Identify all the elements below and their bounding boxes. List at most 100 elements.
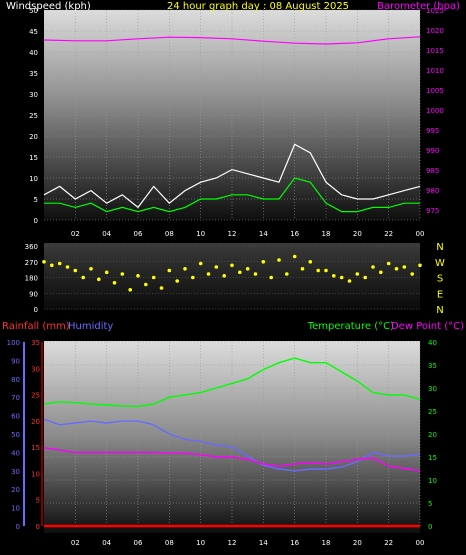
tick-label: 5 (428, 500, 432, 508)
wind-direction-point (332, 274, 336, 278)
tick-label: 14 (259, 539, 268, 547)
wind-direction-point (183, 267, 187, 271)
temperature-panel-series (43, 357, 421, 528)
wind-direction-point (371, 265, 375, 269)
wind-time-axis: 02 04 06 08 10 12 14 16 18 20 22 00 (71, 230, 425, 238)
wind-direction-point (292, 254, 297, 259)
tick-label: 90 (29, 290, 38, 298)
series-line (43, 36, 421, 45)
tick-label: 16 (290, 230, 299, 238)
compass-label: S (437, 274, 443, 285)
series-line (43, 143, 421, 209)
tick-label: 990 (426, 147, 439, 155)
wind-direction-point (175, 279, 179, 283)
wind-direction-point (89, 267, 93, 271)
tick-label: 25 (29, 112, 38, 120)
tick-label: 15 (31, 444, 40, 452)
compass-label: W (435, 258, 445, 269)
wind-direction-point (112, 281, 117, 285)
tick-label: 16 (290, 539, 299, 547)
tick-label: 80 (11, 376, 20, 384)
tick-label: 50 (29, 7, 38, 15)
tick-label: 10 (11, 505, 20, 513)
temperature-axis-title: Temperature (°C) (307, 321, 394, 332)
temperature-axis: 0 5 10 15 20 25 30 35 40 (428, 339, 437, 531)
wind-direction-point (261, 260, 266, 264)
compass-label: N (436, 305, 443, 316)
tick-label: 25 (31, 392, 40, 400)
tick-label: 20 (353, 539, 362, 547)
tick-label: 35 (428, 362, 437, 370)
humidity-axis-title: Humidity (68, 321, 113, 332)
dewpoint-axis-title: Dew Point (°C) (391, 321, 464, 332)
wind-direction-point (269, 275, 274, 280)
barometer-axis-title: Barometer (hpa) (377, 1, 460, 12)
tick-label: 04 (102, 230, 111, 238)
tick-label: 00 (416, 539, 425, 547)
wind-direction-point (285, 272, 289, 276)
wind-direction-point (50, 263, 54, 268)
wind-direction-point (300, 267, 305, 271)
tick-label: 08 (165, 539, 174, 547)
tick-label: 0 (34, 217, 38, 225)
wind-direction-point (238, 270, 242, 275)
wind-direction-series (42, 254, 422, 292)
wind-direction-point (230, 263, 234, 268)
tick-label: 20 (31, 418, 40, 426)
humidity-axis: 0 10 20 30 40 50 60 70 80 90 100 (7, 339, 25, 531)
temperature-panel-grid (44, 341, 421, 527)
tick-label: 40 (428, 339, 437, 347)
tick-label: 04 (102, 539, 111, 547)
wind-direction-point (81, 275, 85, 280)
tick-label: 30 (428, 385, 437, 393)
rainfall-axis-title: Rainfall (mm) (2, 321, 70, 332)
tick-label: 975 (426, 207, 439, 215)
wind-direction-point (104, 270, 109, 275)
tick-label: 1025 (426, 7, 444, 15)
tick-label: 20 (428, 431, 437, 439)
wind-direction-point (159, 286, 164, 290)
wind-direction-point (308, 260, 313, 264)
tick-label: 985 (426, 167, 439, 175)
series-line (43, 357, 421, 408)
wind-direction-point (277, 258, 281, 262)
tick-label: 30 (31, 365, 40, 373)
tick-label: 18 (322, 539, 331, 547)
tick-label: 1015 (426, 47, 444, 55)
tick-label: 5 (36, 497, 40, 505)
tick-label: 45 (29, 28, 38, 36)
tick-label: 15 (428, 454, 437, 462)
tick-label: 06 (134, 230, 143, 238)
tick-label: 1010 (426, 67, 444, 75)
tick-label: 02 (71, 539, 80, 547)
wind-panel-grid (44, 9, 421, 221)
wind-direction-point (57, 261, 62, 266)
wind-direction-point (253, 272, 258, 276)
tick-label: 12 (228, 539, 237, 547)
tick-label: 0 (16, 523, 20, 531)
wind-direction-point (316, 268, 321, 273)
wind-direction-point (191, 275, 195, 280)
wind-speed-axis: 0 5 10 15 20 25 30 35 40 45 50 (29, 7, 38, 225)
wind-panel-series (43, 36, 421, 213)
windspeed-axis-title: Windspeed (kph) (6, 1, 91, 12)
tick-label: 40 (11, 449, 20, 457)
tick-label: 30 (11, 468, 20, 476)
wind-direction-point (206, 272, 211, 276)
tick-label: 1000 (426, 107, 444, 115)
wind-direction-point (363, 275, 368, 280)
tick-label: 20 (353, 230, 362, 238)
wind-direction-point (418, 263, 422, 268)
wind-direction-point (347, 279, 352, 283)
compass-label: N (436, 242, 443, 253)
wind-direction-point (324, 268, 328, 273)
tick-label: 18 (322, 230, 331, 238)
tick-label: 02 (71, 230, 80, 238)
tick-label: 14 (259, 230, 268, 238)
tick-label: 180 (25, 275, 38, 283)
tick-label: 100 (7, 339, 20, 347)
wind-direction-point (394, 267, 399, 271)
wind-direction-point (245, 267, 250, 271)
wind-direction-point (167, 268, 172, 273)
